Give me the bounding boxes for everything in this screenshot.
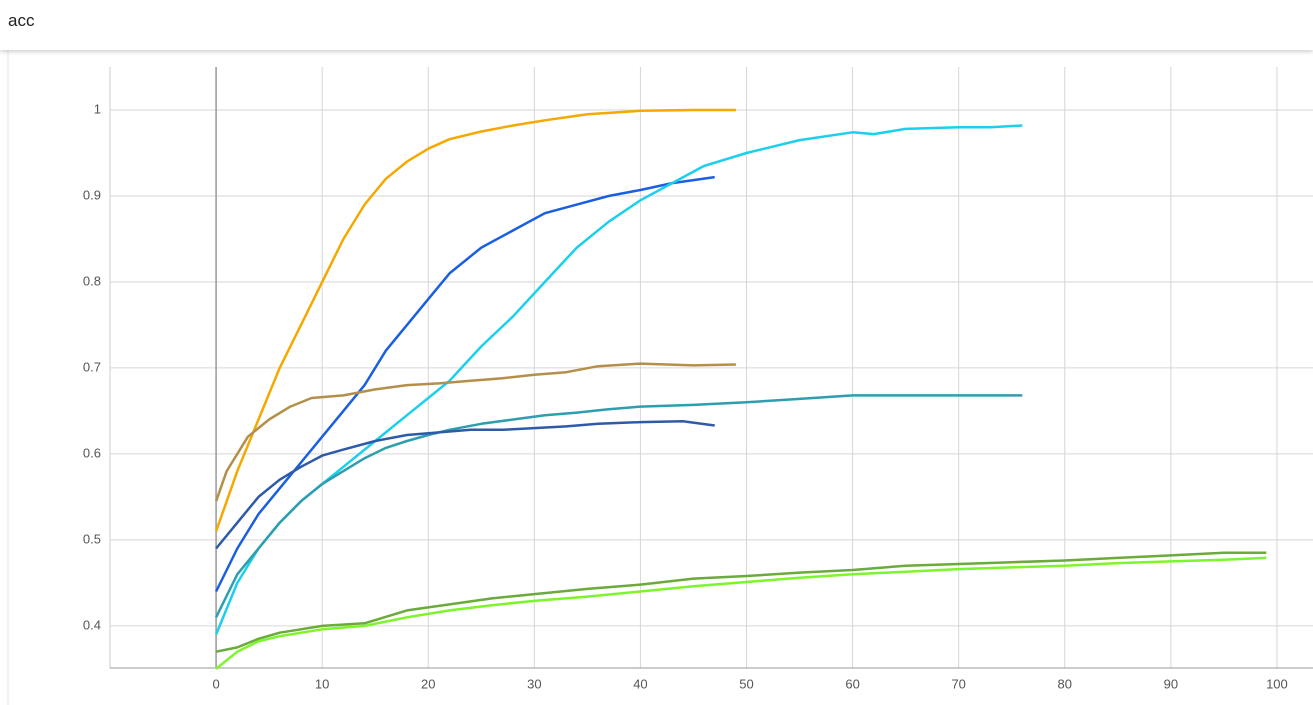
series-line [215,551,1267,653]
series-line [215,419,715,550]
chart-title: acc [8,11,35,30]
series-line [214,175,715,593]
y-tick-label: 0.5 [83,531,101,546]
y-tick-label: 0.6 [83,445,101,460]
series-line [215,556,1267,670]
y-tick-label: 0.7 [83,359,101,374]
x-tick-label: 40 [633,676,647,691]
x-tick-label: 50 [739,676,753,691]
x-tick-label: 10 [315,676,329,691]
x-tick-label: 20 [421,676,435,691]
y-tick-label: 0.4 [83,617,101,632]
y-tick-label: 0.8 [83,273,101,288]
x-tick-label: 100 [1266,676,1288,691]
header: acc [0,0,1313,50]
series-line [214,362,736,502]
series-line [214,394,1023,618]
x-tick-label: 80 [1058,676,1072,691]
x-tick-label: 30 [527,676,541,691]
y-tick-label: 0.9 [83,187,101,202]
x-tick-label: 60 [845,676,859,691]
x-tick-label: 70 [951,676,965,691]
series-line [214,108,736,532]
x-tick-label: 90 [1164,676,1178,691]
x-tick-label: 0 [212,676,219,691]
y-tick-label: 1 [94,101,101,116]
series-line [214,124,1023,635]
